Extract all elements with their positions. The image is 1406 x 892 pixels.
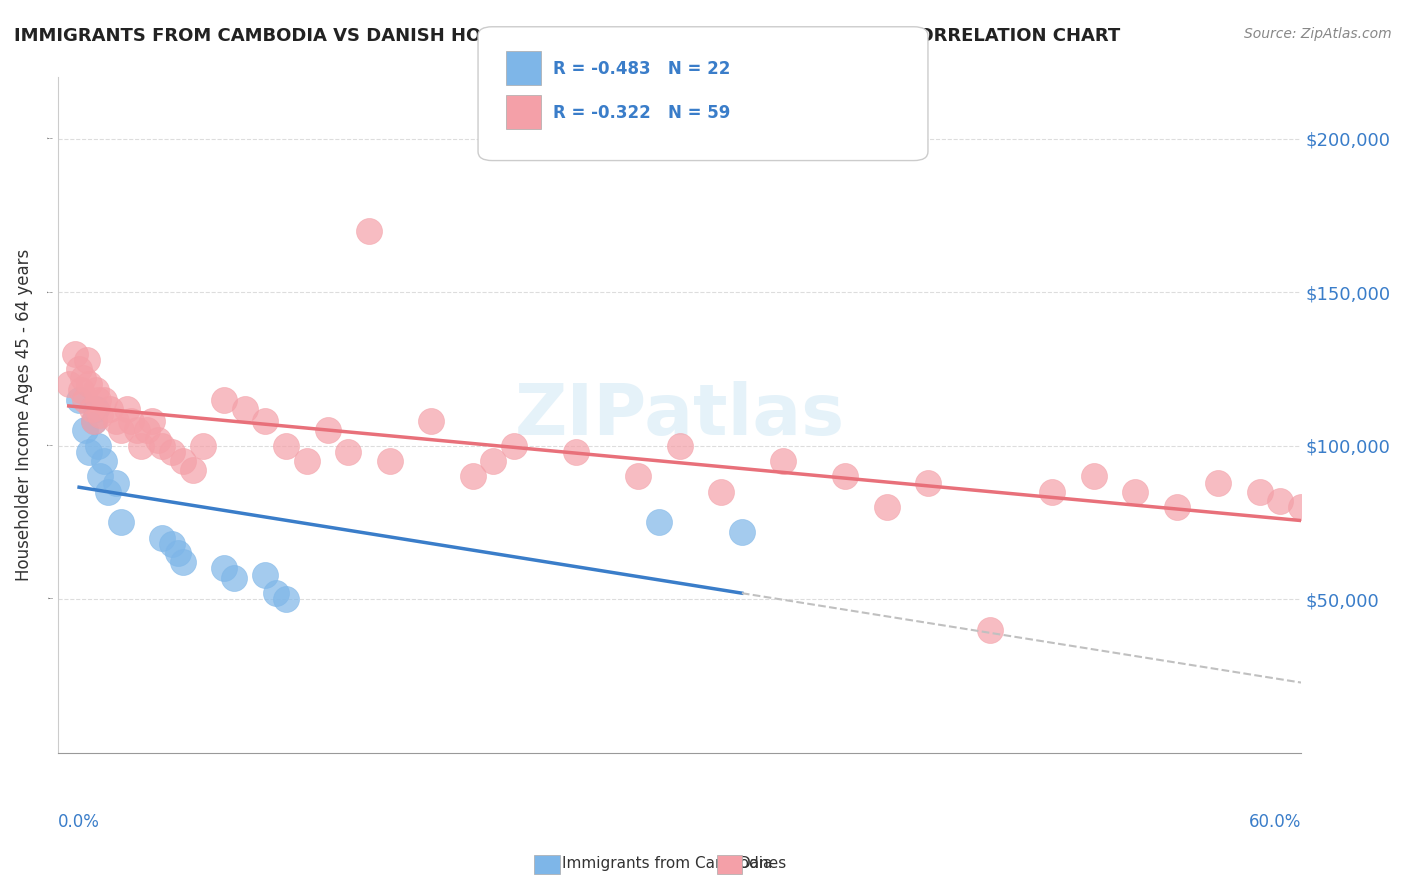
Point — [264, 586, 287, 600]
Point — [181, 463, 204, 477]
Text: ZIPatlas: ZIPatlas — [515, 381, 845, 450]
Point — [89, 408, 111, 422]
Point — [120, 414, 142, 428]
Point — [75, 423, 97, 437]
Point — [105, 414, 128, 428]
Point — [254, 414, 277, 428]
Point — [276, 439, 298, 453]
Point — [67, 392, 90, 407]
Point — [70, 384, 93, 398]
Point — [75, 392, 97, 407]
Point — [1123, 484, 1146, 499]
Point — [87, 392, 110, 407]
Point — [627, 469, 650, 483]
Point — [731, 524, 754, 539]
Point — [72, 371, 94, 385]
Point — [503, 439, 526, 453]
Point — [193, 439, 215, 453]
Point — [1083, 469, 1105, 483]
Point — [233, 401, 256, 416]
Point — [565, 445, 588, 459]
Point — [63, 346, 86, 360]
Point — [79, 445, 101, 459]
Point — [167, 546, 190, 560]
Y-axis label: Householder Income Ages 45 - 64 years: Householder Income Ages 45 - 64 years — [15, 249, 32, 581]
Point — [979, 623, 1001, 637]
Point — [93, 454, 115, 468]
Point — [378, 454, 401, 468]
Text: Source: ZipAtlas.com: Source: ZipAtlas.com — [1244, 27, 1392, 41]
Point — [141, 414, 163, 428]
Point — [224, 571, 246, 585]
Point — [162, 537, 184, 551]
Text: R = -0.322   N = 59: R = -0.322 N = 59 — [553, 104, 730, 122]
Point — [461, 469, 484, 483]
Point — [150, 439, 173, 453]
Point — [172, 555, 194, 569]
Point — [316, 423, 339, 437]
Point — [93, 392, 115, 407]
Point — [1206, 475, 1229, 490]
Point — [295, 454, 318, 468]
Point — [917, 475, 939, 490]
Point — [67, 362, 90, 376]
Text: 60.0%: 60.0% — [1249, 814, 1301, 831]
Text: IMMIGRANTS FROM CAMBODIA VS DANISH HOUSEHOLDER INCOME AGES 45 - 64 YEARS CORRELA: IMMIGRANTS FROM CAMBODIA VS DANISH HOUSE… — [14, 27, 1121, 45]
Text: Immigrants from Cambodia: Immigrants from Cambodia — [562, 856, 773, 871]
Point — [710, 484, 733, 499]
Point — [1270, 494, 1292, 508]
Point — [146, 433, 169, 447]
Point — [357, 224, 380, 238]
Point — [276, 592, 298, 607]
Point — [98, 401, 121, 416]
Point — [83, 414, 105, 428]
Point — [84, 401, 107, 416]
Point — [254, 567, 277, 582]
Point — [834, 469, 856, 483]
Point — [87, 439, 110, 453]
Point — [125, 423, 148, 437]
Point — [129, 439, 152, 453]
Point — [115, 401, 138, 416]
Point — [79, 377, 101, 392]
Point — [76, 352, 98, 367]
Point — [58, 377, 80, 392]
Text: 0.0%: 0.0% — [59, 814, 100, 831]
Point — [83, 414, 105, 428]
Point — [136, 423, 159, 437]
Point — [110, 516, 132, 530]
Point — [97, 484, 120, 499]
Point — [172, 454, 194, 468]
Text: Danes: Danes — [738, 856, 786, 871]
Point — [668, 439, 690, 453]
Text: R = -0.483   N = 22: R = -0.483 N = 22 — [553, 60, 730, 78]
Point — [420, 414, 443, 428]
Point — [110, 423, 132, 437]
Point — [212, 561, 235, 575]
Point — [337, 445, 360, 459]
Point — [212, 392, 235, 407]
Point — [1289, 500, 1312, 514]
Point — [1249, 484, 1271, 499]
Point — [80, 401, 103, 416]
Point — [1042, 484, 1064, 499]
Point — [150, 531, 173, 545]
Point — [772, 454, 794, 468]
Point — [89, 469, 111, 483]
Point — [1166, 500, 1188, 514]
Point — [162, 445, 184, 459]
Point — [876, 500, 898, 514]
Point — [482, 454, 505, 468]
Point — [84, 384, 107, 398]
Point — [105, 475, 128, 490]
Point — [648, 516, 671, 530]
